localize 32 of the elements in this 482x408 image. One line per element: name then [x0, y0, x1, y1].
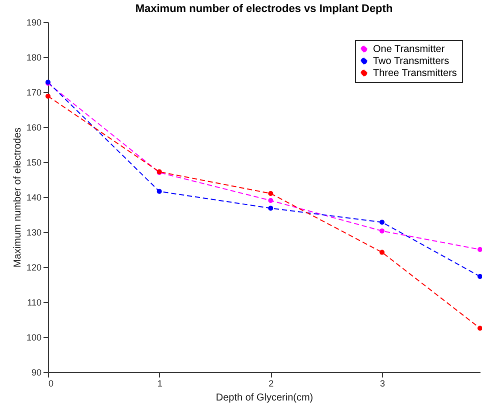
point	[380, 228, 385, 234]
x-tick-label: 0	[48, 378, 54, 388]
y-tick-label: 190	[26, 18, 42, 28]
legend-label: Three Transmitters	[373, 68, 457, 79]
y-tick-label: 140	[26, 192, 42, 202]
y-tick-label: 160	[26, 122, 42, 132]
x-tick-label: 3	[380, 378, 386, 388]
y-tick-label: 120	[26, 262, 42, 272]
point	[46, 94, 50, 99]
point	[380, 250, 385, 255]
x-tick-label: 1	[157, 378, 162, 388]
legend-label: Two Transmitters	[373, 56, 450, 67]
x-tick-label: 2	[268, 378, 274, 388]
y-tick-label: 130	[26, 228, 42, 238]
point	[478, 326, 482, 331]
y-tick-label: 150	[26, 158, 42, 168]
y-axis-title: Maximum number of electrodes	[12, 127, 24, 268]
chart-title: Maximum number of electrodes vs Implant Depth	[135, 3, 393, 15]
legend-label: One Transmitter	[373, 44, 446, 55]
y-tick-label: 90	[31, 368, 42, 378]
point	[268, 198, 274, 203]
point	[268, 206, 274, 211]
y-tick-label: 100	[26, 332, 42, 342]
point	[478, 274, 482, 279]
point	[380, 220, 385, 225]
point	[478, 247, 482, 252]
y-tick-label: 170	[26, 88, 42, 98]
y-tick-label: 180	[26, 52, 42, 62]
point	[268, 191, 274, 196]
x-axis-title: Depth of Glycerin(cm)	[216, 392, 314, 404]
y-tick-label: 110	[27, 298, 42, 308]
point	[156, 188, 162, 194]
